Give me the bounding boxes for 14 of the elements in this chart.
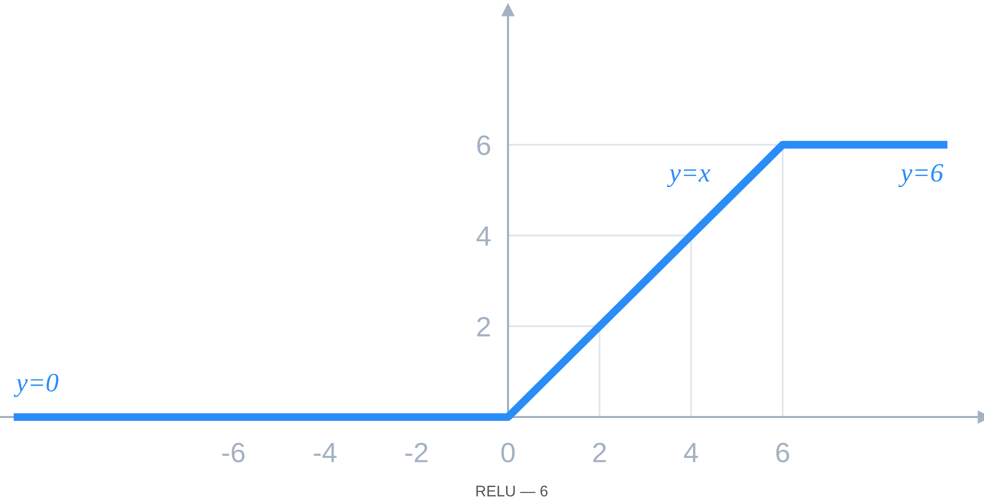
annotation: y=x xyxy=(666,169,710,188)
x-tick-label: -2 xyxy=(405,442,428,462)
y-tick-label: 2 xyxy=(477,316,490,336)
y-tick-label: 6 xyxy=(477,135,490,156)
x-tick-label: -4 xyxy=(314,443,336,462)
annotation: y=0 xyxy=(14,374,58,397)
x-tick-label: 6 xyxy=(776,442,790,462)
x-tick-label: -6 xyxy=(222,442,245,462)
text: RELU — 6 xyxy=(476,486,548,496)
x-tick-label: 4 xyxy=(684,443,698,462)
x-tick-label: 2 xyxy=(593,442,606,462)
y-tick-label: 4 xyxy=(476,226,491,246)
annotation: y=6 xyxy=(898,164,944,188)
x-tick-label: 0 xyxy=(501,442,515,462)
